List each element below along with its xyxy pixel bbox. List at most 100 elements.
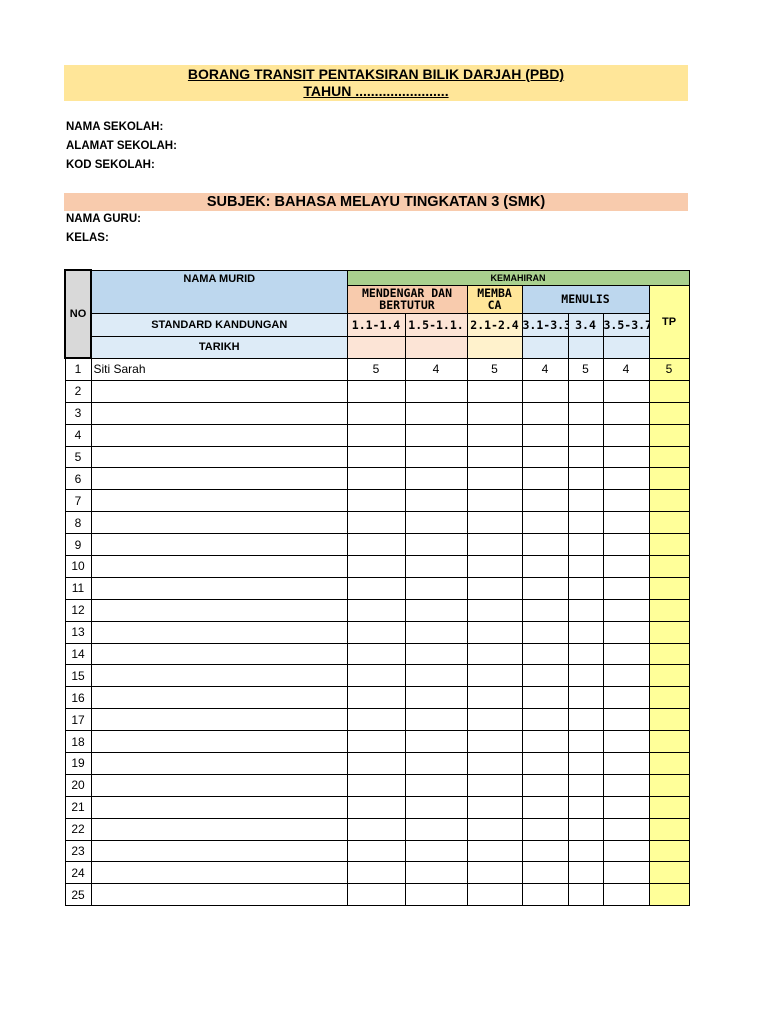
tp-cell[interactable] [648, 817, 690, 841]
score-cell[interactable] [346, 686, 406, 710]
score-cell[interactable] [404, 489, 468, 513]
score-cell[interactable] [567, 598, 604, 622]
tp-cell[interactable] [648, 773, 690, 797]
student-name-cell[interactable] [90, 533, 348, 557]
score-cell[interactable] [521, 708, 569, 732]
student-name-cell[interactable] [90, 883, 348, 907]
score-cell[interactable] [466, 445, 523, 469]
student-name-cell[interactable] [90, 686, 348, 710]
score-cell[interactable] [602, 555, 650, 578]
tp-cell[interactable] [648, 423, 690, 447]
score-cell[interactable] [346, 861, 406, 885]
score-cell[interactable] [567, 839, 604, 863]
student-name-cell[interactable] [90, 401, 348, 425]
score-cell[interactable] [521, 795, 569, 819]
tp-cell[interactable] [648, 555, 690, 578]
score-cell[interactable] [602, 423, 650, 447]
tp-cell[interactable] [648, 598, 690, 622]
score-cell[interactable] [466, 664, 523, 688]
score-cell[interactable] [567, 533, 604, 557]
score-cell[interactable] [567, 883, 604, 907]
tarikh-cell[interactable] [602, 335, 650, 359]
score-cell[interactable] [404, 379, 468, 403]
score-cell[interactable]: 4 [404, 357, 468, 381]
score-cell[interactable] [346, 576, 406, 600]
tp-cell[interactable] [648, 752, 690, 775]
score-cell[interactable] [521, 883, 569, 907]
score-cell[interactable] [567, 423, 604, 447]
score-cell[interactable] [346, 555, 406, 578]
tp-cell[interactable] [648, 489, 690, 513]
score-cell[interactable] [404, 467, 468, 491]
student-name-cell[interactable] [90, 817, 348, 841]
score-cell[interactable] [602, 576, 650, 600]
score-cell[interactable] [602, 883, 650, 907]
student-name-cell[interactable] [90, 445, 348, 469]
score-cell[interactable] [346, 489, 406, 513]
score-cell[interactable] [346, 445, 406, 469]
score-cell[interactable] [404, 839, 468, 863]
score-cell[interactable] [404, 730, 468, 754]
tp-cell[interactable] [648, 664, 690, 688]
score-cell[interactable] [602, 861, 650, 885]
score-cell[interactable] [521, 773, 569, 797]
score-cell[interactable] [466, 379, 523, 403]
score-cell[interactable] [466, 576, 523, 600]
score-cell[interactable]: 4 [521, 357, 569, 381]
score-cell[interactable] [346, 642, 406, 666]
score-cell[interactable] [404, 686, 468, 710]
score-cell[interactable] [602, 686, 650, 710]
score-cell[interactable] [602, 379, 650, 403]
score-cell[interactable] [404, 555, 468, 578]
score-cell[interactable] [521, 752, 569, 775]
score-cell[interactable] [466, 555, 523, 578]
score-cell[interactable] [567, 730, 604, 754]
score-cell[interactable] [567, 752, 604, 775]
score-cell[interactable] [466, 883, 523, 907]
score-cell[interactable] [521, 664, 569, 688]
score-cell[interactable] [466, 861, 523, 885]
score-cell[interactable] [346, 620, 406, 644]
score-cell[interactable] [466, 795, 523, 819]
tarikh-cell[interactable] [567, 335, 604, 359]
score-cell[interactable] [521, 839, 569, 863]
score-cell[interactable] [346, 379, 406, 403]
score-cell[interactable] [521, 533, 569, 557]
score-cell[interactable] [404, 664, 468, 688]
tp-cell[interactable] [648, 883, 690, 907]
score-cell[interactable] [404, 511, 468, 535]
score-cell[interactable] [404, 423, 468, 447]
student-name-cell[interactable] [90, 620, 348, 644]
score-cell[interactable] [466, 773, 523, 797]
score-cell[interactable] [346, 817, 406, 841]
score-cell[interactable] [346, 883, 406, 907]
score-cell[interactable] [466, 511, 523, 535]
score-cell[interactable] [521, 379, 569, 403]
tp-cell[interactable] [648, 576, 690, 600]
score-cell[interactable] [521, 642, 569, 666]
tp-cell[interactable] [648, 861, 690, 885]
student-name-cell[interactable] [90, 511, 348, 535]
score-cell[interactable] [602, 795, 650, 819]
score-cell[interactable] [521, 445, 569, 469]
score-cell[interactable] [521, 817, 569, 841]
score-cell[interactable] [567, 708, 604, 732]
score-cell[interactable] [466, 489, 523, 513]
score-cell[interactable] [466, 708, 523, 732]
student-name-cell[interactable] [90, 379, 348, 403]
score-cell[interactable] [404, 445, 468, 469]
score-cell[interactable] [567, 861, 604, 885]
score-cell[interactable] [404, 598, 468, 622]
score-cell[interactable] [466, 533, 523, 557]
score-cell[interactable] [346, 467, 406, 491]
score-cell[interactable] [602, 752, 650, 775]
score-cell[interactable] [466, 401, 523, 425]
student-name-cell[interactable] [90, 423, 348, 447]
student-name-cell[interactable] [90, 708, 348, 732]
score-cell[interactable] [521, 576, 569, 600]
score-cell[interactable] [346, 730, 406, 754]
tp-cell[interactable] [648, 511, 690, 535]
score-cell[interactable] [567, 620, 604, 644]
score-cell[interactable] [521, 401, 569, 425]
score-cell[interactable] [602, 533, 650, 557]
